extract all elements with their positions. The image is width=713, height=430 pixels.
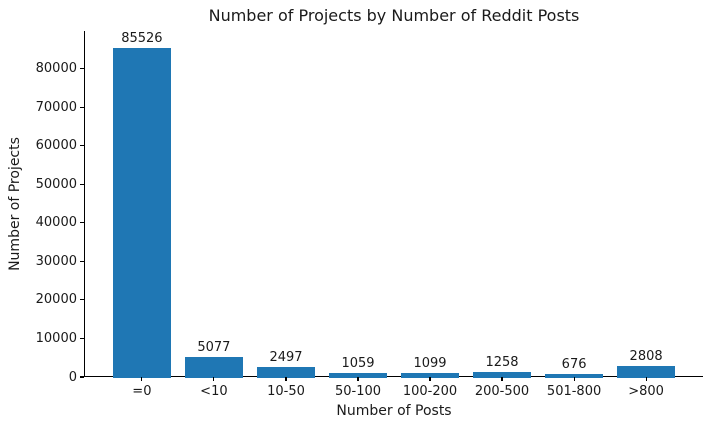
- bar-value-label: 676: [561, 357, 587, 373]
- bar-value-label: 2497: [269, 350, 303, 366]
- y-tick-label: 40000: [35, 215, 77, 231]
- bar-value-label: 5077: [197, 340, 231, 356]
- bar-value-label: 2808: [629, 349, 663, 365]
- x-tick-mark: [429, 377, 431, 381]
- y-tick-label: 30000: [35, 253, 77, 269]
- x-tick-label: 501-800: [546, 384, 602, 399]
- y-tick-label: 10000: [35, 331, 77, 346]
- y-tick-mark: [80, 145, 84, 147]
- x-tick-mark: [573, 377, 575, 381]
- y-tick-mark: [80, 183, 84, 185]
- y-tick-label: 20000: [35, 292, 77, 308]
- x-tick-label: 50-100: [334, 384, 382, 399]
- y-tick-label: 50000: [35, 176, 77, 192]
- x-tick-mark: [501, 377, 503, 381]
- bar-value-label: 1099: [413, 355, 447, 371]
- x-tick-label: 200-500: [474, 384, 530, 399]
- y-tick-mark: [80, 299, 84, 301]
- x-tick-label: <10: [200, 384, 228, 399]
- y-tick-mark: [80, 106, 84, 108]
- x-tick-mark: [645, 377, 647, 381]
- y-tick-mark: [80, 260, 84, 262]
- x-tick-label: 100-200: [402, 384, 458, 399]
- x-tick-mark: [357, 377, 359, 381]
- bar-value-label: 1258: [485, 355, 519, 371]
- bar-501-800: [545, 374, 603, 378]
- y-tick-label: 60000: [35, 138, 77, 154]
- x-tick-mark: [285, 377, 287, 381]
- y-tick-mark: [80, 222, 84, 224]
- bar-=0: [113, 47, 171, 378]
- y-tick-mark: [80, 376, 84, 378]
- chart-title: Number of Projects by Number of Reddit P…: [208, 6, 580, 25]
- x-tick-mark: [141, 377, 143, 381]
- bar-200-500: [473, 372, 531, 378]
- bar-10-50: [257, 367, 315, 378]
- y-tick-mark: [80, 337, 84, 340]
- x-tick-label: >800: [628, 384, 664, 399]
- y-tick-label: 70000: [35, 99, 77, 115]
- bar-50-100: [329, 372, 387, 378]
- y-axis-spine: [84, 31, 86, 377]
- y-tick-label: 80000: [35, 61, 77, 77]
- bar-<10: [185, 357, 243, 378]
- x-axis-label: Number of Posts: [336, 403, 452, 419]
- x-tick-mark: [213, 377, 215, 381]
- bar-100-200: [401, 372, 459, 378]
- x-axis-spine: [84, 376, 703, 378]
- bar-value-label: 85526: [121, 30, 163, 46]
- bar-value-label: 1059: [341, 355, 375, 371]
- y-tick-label: 0: [68, 369, 77, 385]
- y-axis-label: Number of Projects: [7, 137, 23, 271]
- y-tick-mark: [80, 68, 84, 70]
- x-tick-label: =0: [132, 384, 152, 399]
- bar->800: [617, 366, 675, 378]
- x-tick-label: 10-50: [267, 384, 305, 399]
